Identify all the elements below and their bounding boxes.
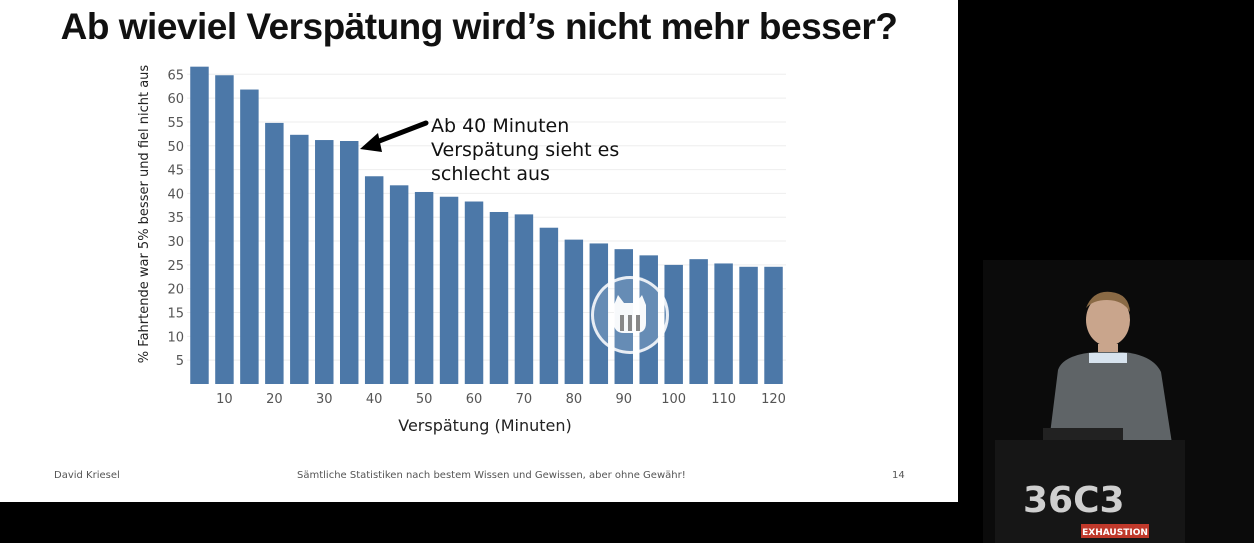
speaker-sweater bbox=[1048, 352, 1173, 450]
y-tick-label: 30 bbox=[167, 235, 184, 250]
y-tick-label: 50 bbox=[167, 140, 184, 155]
bar bbox=[464, 201, 484, 384]
x-tick-label: 30 bbox=[316, 392, 333, 407]
footer-author: David Kriesel bbox=[54, 470, 120, 481]
x-tick-label: 100 bbox=[661, 392, 686, 407]
y-tick-labels: 5 10 15 20 25 30 35 40 45 50 55 60 65 bbox=[167, 68, 184, 369]
bar bbox=[190, 66, 209, 384]
annotation-line: schlecht aus bbox=[431, 163, 550, 185]
annotation-arrow bbox=[360, 120, 429, 152]
bar bbox=[489, 211, 509, 384]
footer-disclaimer: Sämtliche Statistiken nach bestem Wissen… bbox=[297, 470, 686, 481]
bar bbox=[414, 191, 434, 384]
bar bbox=[339, 141, 359, 384]
bar bbox=[714, 263, 733, 384]
bar bbox=[315, 140, 334, 384]
x-tick-label: 90 bbox=[615, 392, 632, 407]
y-tick-label: 5 bbox=[176, 354, 184, 369]
speaker-video: 36C3 EXHAUSTION bbox=[983, 260, 1254, 543]
bar bbox=[265, 122, 284, 385]
x-tick-label: 50 bbox=[416, 392, 433, 407]
slide-number: 14 bbox=[892, 470, 905, 481]
bar-chart: 5 10 15 20 25 30 35 40 45 50 55 60 65 10 20 30 40 50 60 70… bbox=[137, 65, 786, 435]
annotation-line: Verspätung sieht es bbox=[431, 139, 620, 161]
bar bbox=[439, 196, 459, 384]
x-tick-label: 60 bbox=[466, 392, 483, 407]
bar bbox=[290, 134, 309, 384]
bar bbox=[215, 75, 234, 384]
annotation-text: Ab 40 Minuten Verspätung sieht es schlec… bbox=[431, 114, 619, 186]
36c3-logo: 36C3 bbox=[1023, 480, 1125, 521]
x-tick-label: 110 bbox=[711, 392, 736, 407]
y-tick-label: 15 bbox=[167, 307, 184, 322]
x-tick-label: 10 bbox=[216, 392, 233, 407]
y-tick-label: 55 bbox=[167, 116, 184, 131]
grid-lines bbox=[187, 73, 786, 361]
slide: Ab wieviel Verspätung wird’s nicht mehr … bbox=[0, 0, 958, 502]
y-tick-label: 10 bbox=[167, 330, 184, 345]
y-tick-label: 45 bbox=[167, 164, 184, 179]
x-tick-label: 120 bbox=[761, 392, 786, 407]
y-tick-label: 25 bbox=[167, 259, 184, 274]
x-tick-label: 40 bbox=[366, 392, 383, 407]
x-tick-label: 80 bbox=[566, 392, 583, 407]
cat-play-icon-glyph bbox=[614, 295, 646, 333]
cat-play-icon[interactable] bbox=[591, 276, 669, 354]
x-tick-labels: 10 20 30 40 50 60 70 80 90 100 110 120 bbox=[216, 392, 786, 407]
bar bbox=[364, 176, 384, 384]
annotation-line: Ab 40 Minuten bbox=[431, 115, 570, 137]
bar bbox=[739, 266, 758, 384]
x-tick-label: 20 bbox=[266, 392, 283, 407]
stage-logo-text: EXHAUSTION bbox=[1082, 528, 1148, 538]
bar bbox=[389, 185, 409, 384]
y-axis-label: % Fahrtende war 5% besser und fiel nicht… bbox=[137, 65, 152, 364]
y-tick-label: 60 bbox=[167, 92, 184, 107]
speaker-scene: 36C3 EXHAUSTION bbox=[983, 260, 1254, 543]
y-tick-label: 40 bbox=[167, 187, 184, 202]
y-tick-label: 20 bbox=[167, 283, 184, 298]
bar bbox=[664, 264, 683, 384]
x-tick-label: 70 bbox=[516, 392, 533, 407]
bar bbox=[564, 239, 584, 384]
bar bbox=[514, 214, 534, 384]
bar bbox=[764, 266, 783, 384]
slide-title: Ab wieviel Verspätung wird’s nicht mehr … bbox=[60, 6, 898, 47]
x-axis-label: Verspätung (Minuten) bbox=[398, 416, 572, 435]
bar bbox=[539, 227, 559, 384]
bar bbox=[689, 259, 708, 384]
y-tick-label: 65 bbox=[167, 68, 184, 83]
speaker-head bbox=[1086, 294, 1130, 346]
bar bbox=[240, 89, 259, 385]
y-tick-label: 35 bbox=[167, 211, 184, 226]
